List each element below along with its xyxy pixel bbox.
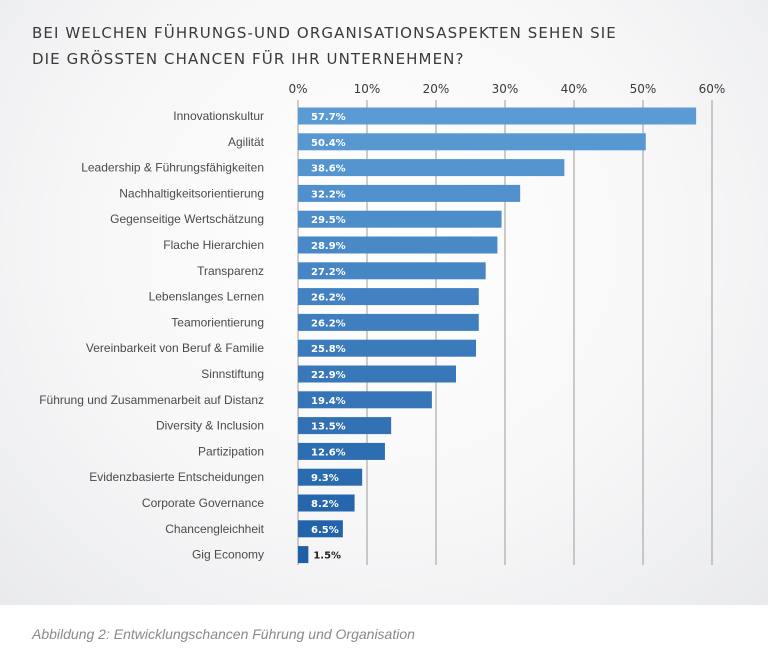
category-label: Agilität	[228, 135, 265, 149]
value-label: 26.2%	[311, 293, 346, 304]
value-label: 25.8%	[311, 344, 346, 355]
value-label: 38.6%	[311, 164, 346, 175]
x-axis-ticks: 0% 10% 20% 30% 40% 50% 60%	[288, 82, 725, 96]
value-label: 22.9%	[311, 370, 346, 381]
value-label: 50.4%	[311, 138, 346, 149]
category-label: Lebenslanges Lernen	[149, 290, 264, 304]
category-label: Vereinbarkeit von Beruf & Familie	[86, 341, 264, 355]
category-label: Gegenseitige Wertschätzung	[110, 212, 264, 226]
category-label: Sinnstiftung	[201, 367, 264, 381]
bar	[298, 442, 385, 460]
bar	[298, 184, 521, 202]
category-label: Evidenzbasierte Entscheidungen	[89, 470, 264, 484]
x-tick-label: 20%	[423, 82, 450, 96]
chart-title: BEI WELCHEN FÜHRUNGS-UND ORGANISATIONSAS…	[32, 20, 732, 72]
gridlines	[297, 100, 713, 565]
bar	[298, 494, 355, 512]
bar	[298, 417, 392, 435]
value-label: 6.5%	[311, 525, 339, 536]
chart-title-line-1: BEI WELCHEN FÜHRUNGS-UND ORGANISATIONSAS…	[32, 24, 617, 42]
bar	[298, 468, 363, 486]
category-label: Führung und Zusammenarbeit auf Distanz	[39, 393, 264, 407]
value-label: 27.2%	[311, 267, 346, 278]
category-label: Flache Hierarchien	[163, 238, 264, 252]
bar	[298, 313, 479, 331]
category-label: Chancengleichheit	[165, 522, 264, 536]
bar-chart: 0% 10% 20% 30% 40% 50% 60% Innovationskultur Ag…	[39, 82, 725, 565]
value-label: 57.7%	[311, 112, 346, 123]
bar	[298, 133, 646, 151]
value-label: 12.6%	[311, 447, 346, 458]
category-label: Corporate Governance	[142, 496, 264, 510]
bar	[298, 262, 486, 280]
value-label: 19.4%	[311, 396, 346, 407]
category-label: Nachhaltigkeitsorientierung	[119, 186, 264, 200]
x-tick-label: 40%	[561, 82, 588, 96]
category-labels: Innovationskultur Agilität Leadership & Fü…	[39, 109, 264, 562]
value-label: 32.2%	[311, 189, 346, 200]
value-label: 8.2%	[311, 499, 339, 510]
bars	[298, 107, 697, 564]
bar	[298, 546, 309, 564]
value-label: 9.3%	[311, 473, 339, 484]
x-tick-label: 60%	[699, 82, 726, 96]
value-label: 26.2%	[311, 318, 346, 329]
category-label: Innovationskultur	[173, 109, 264, 123]
value-label: 28.9%	[311, 241, 346, 252]
bar	[298, 159, 565, 177]
x-tick-label: 50%	[630, 82, 657, 96]
category-label: Transparenz	[197, 264, 264, 278]
figure-caption: Abbildung 2: Entwicklungschancen Führung…	[32, 626, 415, 642]
bar	[298, 520, 343, 538]
bar	[298, 339, 477, 357]
bar	[298, 236, 498, 254]
x-tick-label: 30%	[492, 82, 519, 96]
bar	[298, 365, 457, 383]
category-label: Leadership & Führungsfähigkeiten	[81, 161, 264, 175]
category-label: Gig Economy	[192, 548, 264, 562]
value-label: 13.5%	[311, 422, 346, 433]
category-label: Teamorientierung	[171, 315, 264, 329]
value-label: 29.5%	[311, 215, 346, 226]
x-tick-label: 10%	[354, 82, 381, 96]
value-label: 1.5%	[313, 551, 341, 562]
category-label: Diversity & Inclusion	[156, 419, 264, 433]
category-label: Partizipation	[198, 444, 264, 458]
bar	[298, 210, 502, 228]
value-labels: 57.7% 50.4% 38.6% 32.2% 29.5% 28.9% 27.2% 26.2%…	[311, 112, 346, 562]
bar	[298, 391, 432, 409]
x-tick-label: 0%	[288, 82, 307, 96]
chart-title-line-2: DIE GRÖSSTEN CHANCEN FÜR IHR UNTERNEHMEN…	[32, 50, 465, 68]
bar	[298, 288, 479, 306]
bar	[298, 107, 697, 125]
